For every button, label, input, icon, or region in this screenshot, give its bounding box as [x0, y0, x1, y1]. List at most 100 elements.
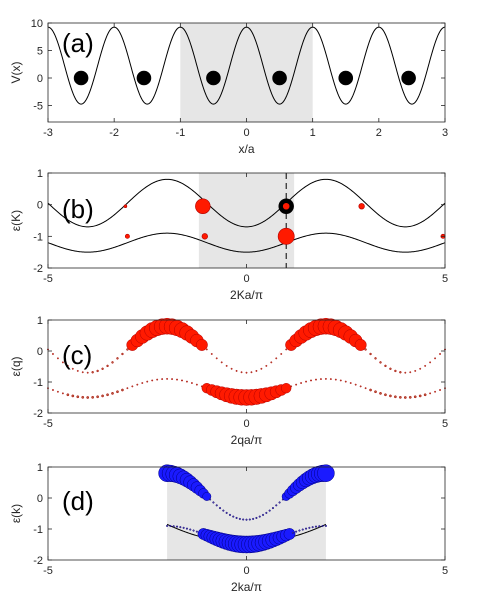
panel-b: -5 0 5 -2 -1 0 1 2Ka/π ε(K) (b) — [9, 168, 448, 302]
weight-marker-lower — [101, 394, 104, 398]
y-tick-label: 0 — [37, 493, 43, 505]
panel-label-d: (d) — [62, 486, 94, 516]
weight-marker-upper — [91, 371, 94, 374]
weight-marker-upper — [252, 517, 255, 520]
weight-marker-lower — [71, 394, 75, 398]
panel-label-b: (b) — [62, 194, 94, 224]
y-tick-label: 0 — [37, 346, 43, 358]
weight-marker-upper — [409, 371, 412, 374]
weight-marker-upper — [220, 361, 223, 364]
weight-marker-lower — [195, 530, 198, 533]
weight-marker-lower — [190, 382, 193, 384]
weight-marker-upper — [209, 498, 212, 501]
weight-marker-upper — [439, 353, 441, 355]
weight-marker — [124, 233, 130, 239]
weight-marker-lower — [349, 382, 352, 384]
y-tick-label: 5 — [37, 46, 43, 58]
weight-marker-core — [282, 202, 290, 210]
y-tick-label: -2 — [33, 263, 43, 275]
weight-marker-lower — [369, 388, 372, 392]
panel-c: -5 0 5 -2 -1 0 1 2qa/π ε(q) (c) — [9, 315, 448, 447]
weight-marker-lower — [151, 379, 154, 382]
weight-marker-upper — [374, 357, 377, 360]
weight-marker-upper — [280, 353, 283, 355]
weight-marker-upper — [245, 371, 248, 374]
weight-marker-lower — [185, 527, 188, 530]
weight-marker-lower — [310, 379, 312, 382]
x-tick-label: -2 — [109, 127, 119, 139]
weight-marker-upper — [268, 509, 271, 512]
weight-marker-upper — [218, 507, 222, 510]
y-tick-label: -2 — [33, 408, 43, 420]
weight-marker-lower — [61, 392, 64, 395]
x-axis-label-a: x/a — [238, 142, 254, 156]
weight-marker-lower — [423, 393, 427, 397]
atom-marker — [401, 70, 416, 86]
weight-marker-lower — [295, 530, 298, 533]
weight-marker-lower — [389, 394, 392, 398]
x-tick-label: 2 — [376, 127, 382, 139]
weight-marker-lower — [300, 382, 303, 384]
weight-marker-lower — [181, 379, 183, 382]
weight-marker-lower — [141, 382, 144, 384]
weight-marker-lower — [106, 393, 109, 397]
y-tick-label: 10 — [31, 18, 43, 30]
weight-marker-upper — [242, 518, 245, 521]
weight-marker-lower — [176, 378, 178, 381]
weight-marker-lower — [182, 526, 185, 529]
y-tick-label: 0 — [37, 200, 43, 212]
weight-markers-d — [158, 464, 335, 554]
weight-marker-upper — [369, 352, 372, 356]
weight-marker-upper — [202, 492, 212, 501]
x-tick-label: 5 — [442, 273, 448, 285]
weight-marker-lower — [283, 528, 296, 540]
potential-curve — [47, 26, 446, 105]
weight-marker-upper — [255, 516, 258, 519]
weight-marker-lower — [364, 387, 367, 390]
weight-marker-lower — [324, 524, 327, 527]
y-axis-label-c: ε(q) — [9, 356, 23, 376]
weight-marker-upper — [230, 367, 233, 370]
weight-marker-upper — [81, 371, 84, 374]
weight-marker-upper — [404, 371, 407, 374]
weight-marker-lower — [136, 383, 139, 386]
weight-marker-lower — [334, 378, 337, 381]
weight-marker-lower — [379, 392, 382, 395]
weight-marker-lower — [344, 380, 347, 383]
weight-marker-lower — [318, 525, 321, 528]
weight-marker-lower — [161, 378, 164, 381]
weight-marker-upper — [66, 364, 69, 367]
atom-marker — [338, 70, 354, 86]
weight-marker-upper — [245, 518, 248, 521]
weight-marker-upper — [210, 353, 213, 355]
weight-marker-lower — [429, 392, 432, 395]
y-tick-label: -1 — [33, 231, 43, 243]
weight-marker-lower — [76, 395, 80, 399]
weight-marker-upper — [52, 353, 54, 355]
weight-marker-lower — [339, 379, 342, 382]
x-tick-label: 3 — [442, 127, 448, 139]
weight-marker-lower — [311, 526, 314, 529]
y-tick-label: 1 — [37, 168, 43, 180]
weight-marker-upper — [260, 367, 263, 370]
weight-markers-c — [47, 317, 446, 406]
weight-marker-lower — [91, 395, 95, 399]
weight-marker-lower — [195, 383, 198, 386]
weight-marker-upper — [205, 348, 208, 351]
atom-marker — [136, 70, 152, 86]
weight-marker-upper — [225, 364, 228, 367]
x-tick-label: 5 — [442, 418, 448, 430]
atom-marker — [206, 70, 221, 86]
x-tick-label: 0 — [243, 273, 249, 285]
weight-marker-upper — [275, 357, 278, 360]
weight-marker-upper — [76, 369, 79, 372]
weight-marker-upper — [258, 515, 261, 518]
panel-label-c: (c) — [62, 340, 92, 370]
weight-marker-lower — [179, 526, 182, 529]
y-tick-label: -1 — [33, 377, 43, 389]
weight-marker-upper — [248, 518, 251, 521]
weight-marker-lower — [305, 380, 307, 383]
weight-marker-upper — [419, 367, 422, 370]
weight-marker-upper — [389, 367, 392, 370]
weight-marker-lower — [281, 383, 292, 394]
